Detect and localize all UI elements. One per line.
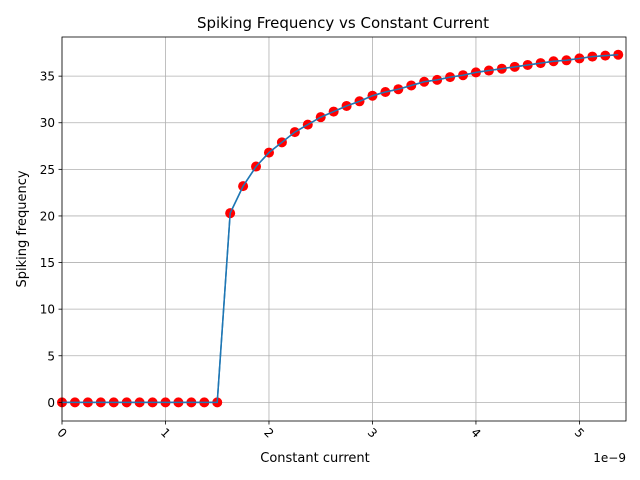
x-tick-label: 1: [158, 425, 173, 440]
chart-title: Spiking Frequency vs Constant Current: [197, 14, 489, 32]
x-axis: 0 1 2 3 4 5: [54, 421, 587, 441]
y-tick-label: 20: [40, 209, 55, 223]
series-line: [62, 53, 619, 404]
x-tick-label: 0: [54, 425, 69, 440]
plot-frame: [61, 36, 627, 422]
y-tick-label: 15: [40, 256, 55, 270]
y-tick-label: 25: [40, 163, 55, 177]
series-line-overlay: [62, 53, 619, 404]
y-tick-label: 30: [40, 116, 55, 130]
x-axis-label: Constant current: [260, 451, 369, 466]
x-tick-label: 3: [365, 425, 380, 440]
y-axis-label: Spiking frequency: [15, 170, 30, 287]
grid: [61, 37, 626, 421]
y-tick-label: 0: [47, 396, 55, 410]
y-tick-label: 5: [47, 349, 55, 363]
y-tick-label: 10: [40, 303, 55, 317]
x-axis-offset-label: 1e−9: [593, 451, 626, 465]
y-tick-label: 35: [40, 70, 55, 84]
x-tick-label: 2: [261, 425, 276, 440]
y-axis: 0 5 10 15 20 25 30 35: [40, 70, 62, 410]
x-tick-label: 4: [468, 425, 483, 440]
data-series: [57, 49, 624, 408]
x-tick-label: 5: [572, 425, 587, 440]
